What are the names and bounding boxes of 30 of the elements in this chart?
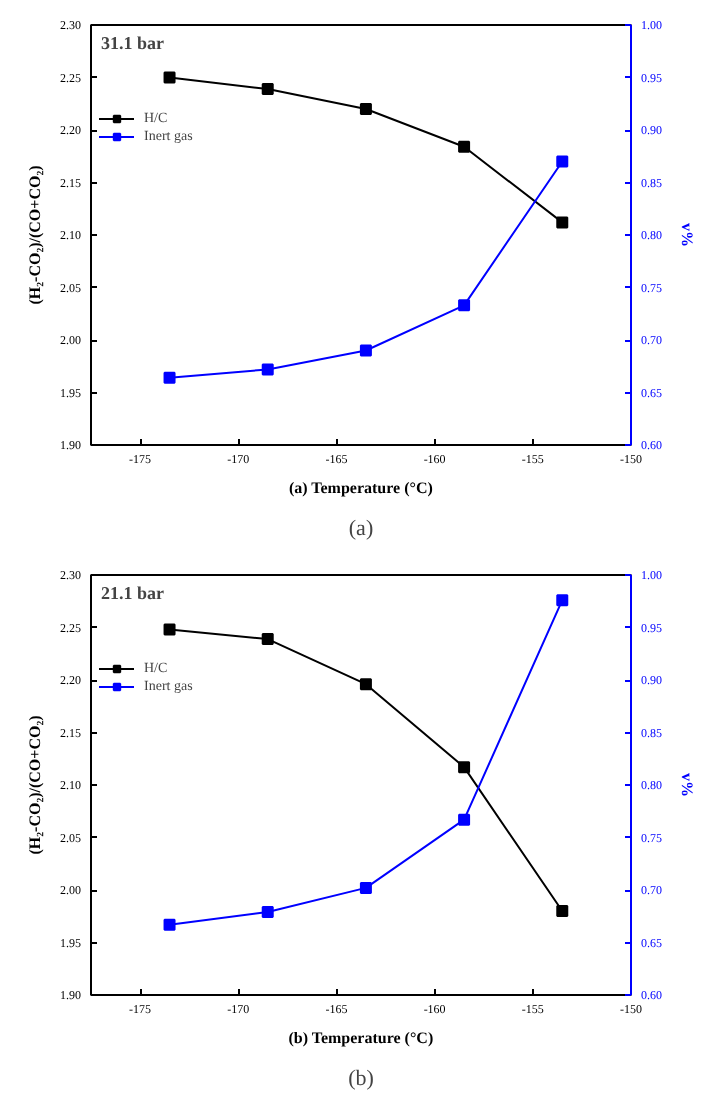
text: (b) [348,1067,375,1091]
point [261,363,274,376]
y2-axis-title: v% [678,773,696,797]
point [556,155,569,168]
point [458,813,471,826]
point [163,918,176,931]
point [163,371,176,384]
annotation: 31.1 bar [101,33,165,53]
point [359,881,372,894]
point [556,594,569,607]
y2-axis-title: v% [678,223,696,247]
point [261,83,274,96]
point [359,103,372,115]
text: (a) [348,517,374,541]
point [261,906,274,919]
y-axis-title: (H₂-CO₂)/(CO+CO₂) [26,714,44,855]
y-axis-title: (H₂-CO₂)/(CO+CO₂) [26,164,44,305]
point [359,678,372,691]
point [261,633,274,646]
point [458,140,471,153]
point [359,344,372,357]
x-axis-title: (a) Temperature (°C) [288,479,434,497]
point [458,761,471,774]
point [556,216,569,229]
point [458,299,471,312]
point [163,71,176,84]
point [556,905,569,917]
annotation: 21.1 bar [101,583,165,603]
x-axis-title: (b) Temperature (°C) [288,1029,434,1047]
point [163,623,176,636]
